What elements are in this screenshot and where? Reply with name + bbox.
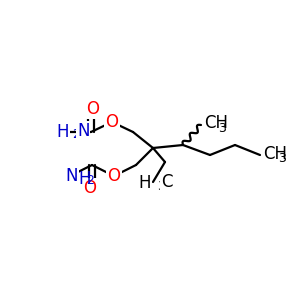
- Text: 3: 3: [278, 152, 286, 166]
- Text: C: C: [161, 173, 172, 191]
- Text: N: N: [66, 167, 78, 185]
- Text: CH: CH: [263, 145, 287, 163]
- Text: O: O: [83, 179, 97, 197]
- Text: 2: 2: [86, 175, 94, 188]
- Text: N: N: [77, 122, 89, 140]
- Text: H: H: [56, 123, 69, 141]
- Text: CH: CH: [204, 114, 228, 132]
- Text: O: O: [107, 167, 121, 185]
- Text: 2: 2: [72, 128, 80, 142]
- Text: H: H: [78, 170, 91, 188]
- Text: 3: 3: [157, 181, 165, 194]
- Text: O: O: [86, 100, 100, 118]
- Text: H: H: [139, 174, 151, 192]
- Text: 3: 3: [218, 122, 226, 134]
- Text: O: O: [106, 113, 118, 131]
